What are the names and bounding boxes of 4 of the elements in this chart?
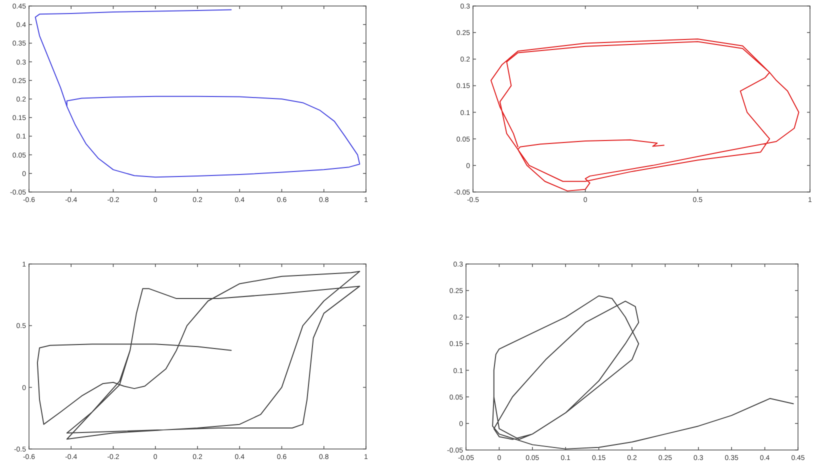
line-series <box>34 9 360 178</box>
line-series <box>490 38 800 192</box>
line-series <box>36 270 360 440</box>
line-series <box>492 295 794 450</box>
